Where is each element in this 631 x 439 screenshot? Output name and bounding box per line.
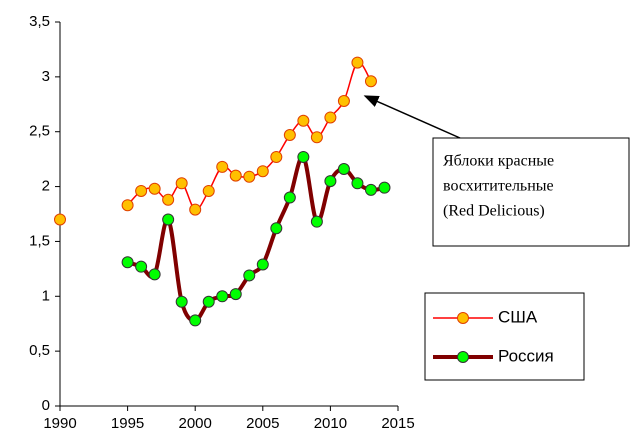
marker <box>378 181 391 194</box>
y-tick-label: 2,5 <box>29 123 50 140</box>
marker <box>175 295 188 308</box>
marker <box>324 175 337 188</box>
legend-marker <box>457 312 469 324</box>
marker <box>121 256 134 269</box>
x-tick-label: 2010 <box>314 415 347 432</box>
marker <box>243 170 256 183</box>
legend-box <box>424 292 585 381</box>
marker <box>216 290 229 303</box>
legend-label: США <box>498 307 538 326</box>
marker <box>270 222 283 235</box>
marker <box>297 114 310 127</box>
marker <box>121 199 134 212</box>
marker <box>148 268 161 281</box>
marker <box>337 163 350 176</box>
marker <box>364 183 377 196</box>
y-tick-label: 0 <box>42 397 50 414</box>
annotation-line: восхитительные <box>443 178 554 195</box>
marker <box>148 182 161 195</box>
x-tick-label: 2005 <box>246 415 279 432</box>
y-tick-label: 2 <box>42 178 50 195</box>
marker <box>189 314 202 327</box>
marker <box>324 111 337 124</box>
marker <box>351 177 364 190</box>
y-tick-label: 0,5 <box>29 342 50 359</box>
annotation-box <box>432 137 630 247</box>
marker <box>135 184 148 197</box>
y-tick-label: 3,5 <box>29 13 50 30</box>
marker <box>189 203 202 216</box>
marker <box>229 169 242 182</box>
marker <box>297 150 310 163</box>
marker <box>229 288 242 301</box>
marker <box>256 258 269 271</box>
x-tick-label: 1990 <box>43 415 76 432</box>
annotation-arrow <box>363 95 461 139</box>
marker <box>364 75 377 88</box>
annotation-line: (Red Delicious) <box>443 203 545 220</box>
marker <box>256 165 269 178</box>
legend-marker <box>457 351 469 363</box>
x-tick-label: 2015 <box>381 415 414 432</box>
annotation-line: Яблоки красные <box>443 153 554 170</box>
x-tick-label: 2000 <box>179 415 212 432</box>
series-line <box>127 61 372 211</box>
y-tick-label: 1,5 <box>29 232 50 249</box>
marker <box>310 131 323 144</box>
series-line <box>126 154 385 323</box>
marker <box>202 295 215 308</box>
marker <box>283 129 296 142</box>
marker <box>162 193 175 206</box>
marker <box>54 213 66 226</box>
marker <box>310 215 323 228</box>
marker <box>162 213 175 226</box>
legend-label: Россия <box>498 346 554 365</box>
marker <box>216 160 229 173</box>
marker <box>283 191 296 204</box>
marker <box>202 184 215 197</box>
marker <box>243 269 256 282</box>
marker <box>135 260 148 273</box>
marker <box>175 177 188 190</box>
marker <box>270 150 283 163</box>
y-tick-label: 1 <box>42 287 50 304</box>
marker <box>351 56 364 69</box>
x-tick-label: 1995 <box>111 415 144 432</box>
y-tick-label: 3 <box>42 68 50 85</box>
marker <box>337 94 350 107</box>
